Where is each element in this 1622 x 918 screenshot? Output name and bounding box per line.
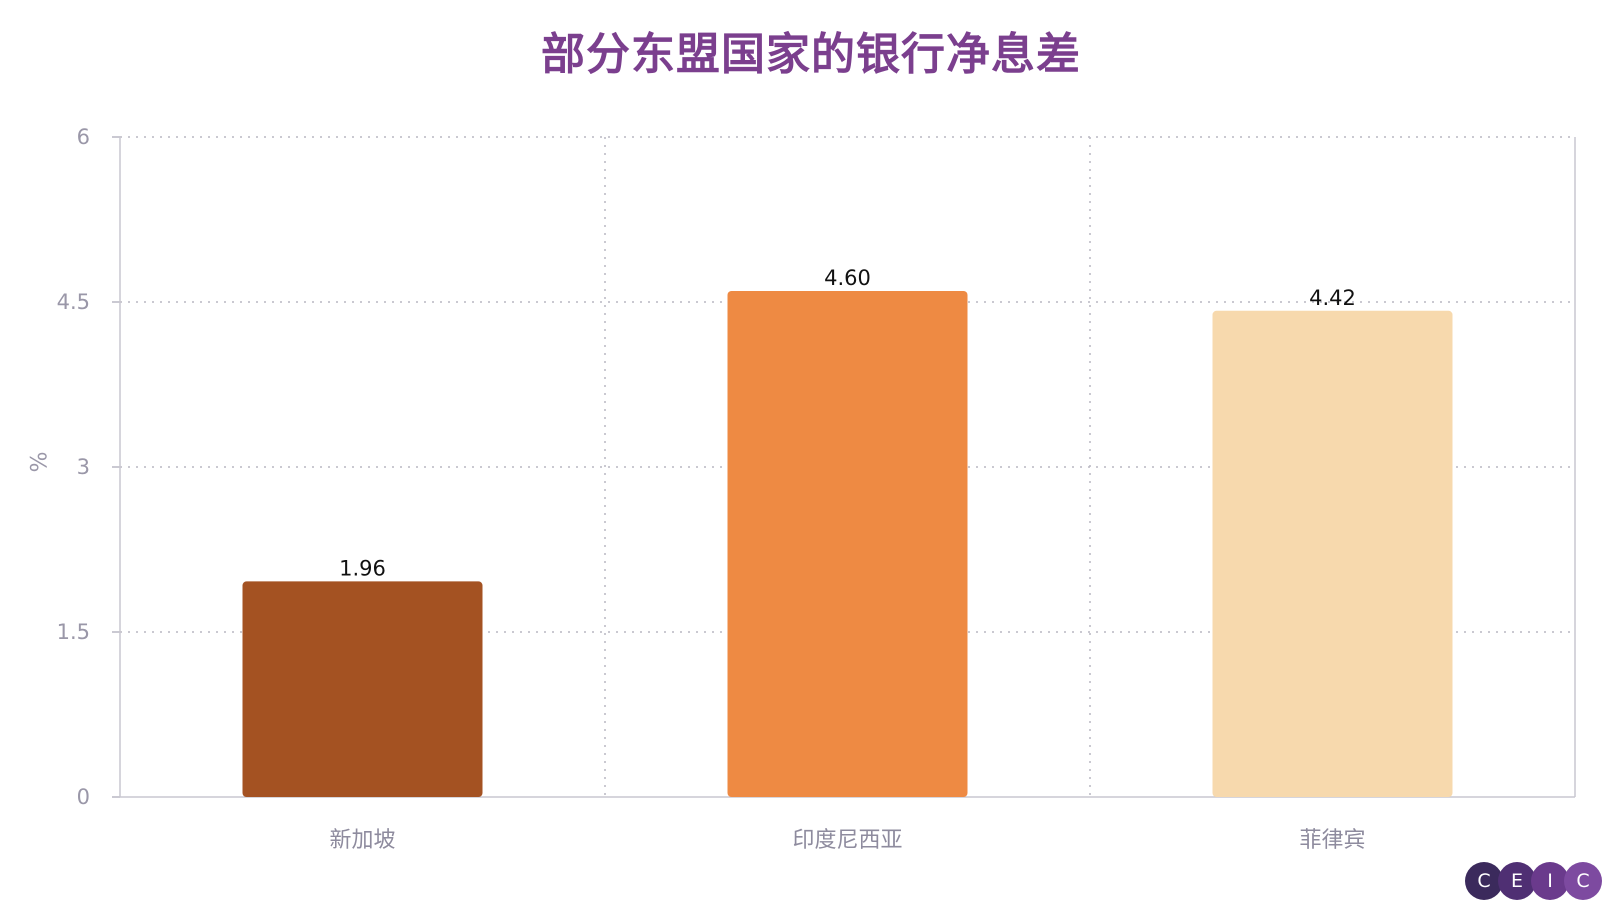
data-label: 4.60 [824,266,871,290]
logo-letter: E [1498,862,1536,900]
x-tick-label: 新加坡 [329,828,395,853]
bar[interactable] [1212,310,1453,797]
y-tick-label: 0 [77,785,90,809]
y-tick-label: 6 [77,125,90,149]
bar[interactable] [242,581,483,797]
logo-letter: C [1564,862,1602,900]
chart-title: 部分东盟国家的银行净息差 [541,29,1081,80]
x-tick-label: 菲律宾 [1299,828,1365,853]
y-tick-label: 3 [77,455,90,479]
y-tick-label: 4.5 [57,290,90,314]
logo-letter: I [1531,862,1569,900]
y-axis-label: % [24,452,49,473]
y-tick-label: 1.5 [57,620,90,644]
x-tick-label: 印度尼西亚 [792,828,902,853]
data-label: 1.96 [339,556,386,580]
data-label: 4.42 [1309,286,1356,310]
labels: 0 1.5 3 4.5 6 1.96 新加坡 4.60 印度尼西亚 4.42 菲律宾 [57,125,1366,853]
logo-letter: C [1465,862,1503,900]
bar[interactable] [727,291,968,797]
bars [242,291,1453,797]
